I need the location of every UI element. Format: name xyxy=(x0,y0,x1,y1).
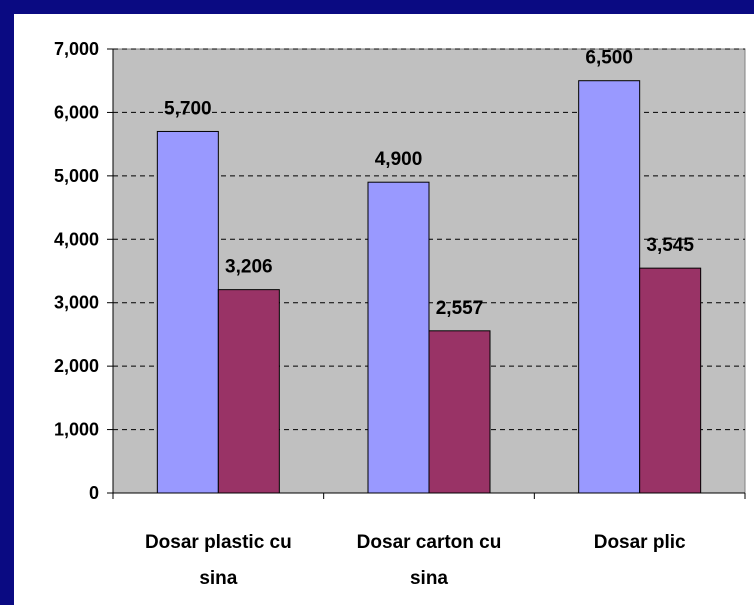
data-label: 3,545 xyxy=(646,235,694,256)
bar xyxy=(217,289,280,494)
bar xyxy=(156,130,219,494)
x-category-label-line: Dosar carton cu xyxy=(357,532,502,553)
bar-chart: 5,700 4,900 6,500 3,206 2,557 3,545 0 1,000 2,00… xyxy=(54,39,746,589)
x-category-label-line: Dosar plastic cu xyxy=(145,532,292,553)
data-label: 5,700 xyxy=(164,98,212,119)
x-category-label: Dosar carton cu sina xyxy=(357,532,502,589)
y-tick-label: 1,000 xyxy=(54,420,99,440)
y-tick-label: 3,000 xyxy=(54,293,99,313)
x-category-label-line: Dosar plic xyxy=(594,532,686,553)
bar xyxy=(428,330,491,494)
chart-frame: 5,700 4,900 6,500 3,206 2,557 3,545 0 1,000 2,00… xyxy=(14,14,754,605)
bar xyxy=(578,80,641,494)
x-category-label-line: sina xyxy=(199,568,237,589)
data-label: 4,900 xyxy=(375,149,423,170)
x-category-label: Dosar plastic cu sina xyxy=(145,532,292,589)
x-category-label-line: sina xyxy=(410,568,448,589)
data-label: 2,557 xyxy=(436,298,484,319)
y-tick-label: 4,000 xyxy=(54,229,99,249)
bar xyxy=(639,267,702,494)
y-tick-label: 5,000 xyxy=(54,166,99,186)
y-tick-label: 6,000 xyxy=(54,102,99,122)
x-category-label: Dosar plic xyxy=(594,532,686,553)
data-label: 6,500 xyxy=(585,48,633,69)
y-tick-label: 7,000 xyxy=(54,39,99,59)
y-tick-label: 2,000 xyxy=(54,356,99,376)
data-label: 3,206 xyxy=(225,257,273,278)
y-tick-label: 0 xyxy=(89,483,99,503)
bar xyxy=(367,181,430,494)
